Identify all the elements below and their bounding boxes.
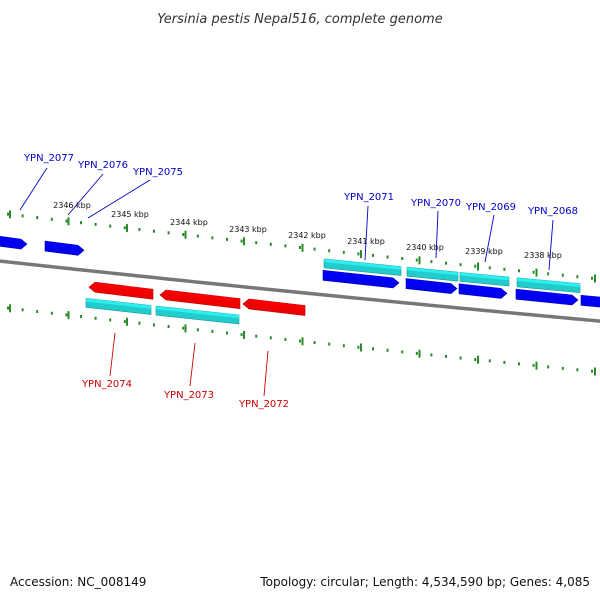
cds-feature-reverse-highlight bbox=[86, 298, 151, 309]
callout-line-reverse bbox=[263, 350, 269, 397]
callout-line-forward bbox=[19, 167, 48, 211]
gene-arrow-forward-highlight bbox=[406, 278, 451, 288]
gene-arrow-forward bbox=[458, 283, 508, 299]
gene-arrow-reverse bbox=[88, 281, 154, 300]
cds-feature-forward bbox=[323, 258, 402, 276]
inner-scale-ticks bbox=[7, 304, 596, 376]
gene-arrow-forward bbox=[580, 294, 600, 308]
gene-arrow-forward bbox=[322, 269, 400, 289]
gene-arrow-forward-highlight bbox=[581, 295, 600, 301]
gene-arrow-forward-highlight bbox=[323, 270, 393, 282]
callout-line-reverse bbox=[189, 342, 196, 387]
callout-line-forward bbox=[87, 179, 151, 219]
scale-label: 2340 kbp bbox=[406, 243, 444, 252]
scale-label: 2339 kbp bbox=[465, 247, 503, 256]
genome-backbone bbox=[0, 259, 600, 323]
gene-label-reverse: YPN_2073 bbox=[163, 390, 214, 401]
gene-arrow-reverse-highlight bbox=[249, 299, 305, 309]
scale-label: 2344 kbp bbox=[170, 218, 208, 227]
gene-label-forward: YPN_2076 bbox=[77, 160, 128, 171]
gene-label-forward: YPN_2069 bbox=[465, 202, 516, 213]
gene-arrow-forward-highlight bbox=[516, 289, 572, 299]
cds-feature-forward-highlight bbox=[407, 267, 458, 276]
gene-label-forward: YPN_2077 bbox=[23, 153, 74, 164]
gene-label-reverse: YPN_2074 bbox=[81, 379, 132, 390]
gene-arrow-forward bbox=[405, 278, 458, 294]
cds-feature-forward-highlight bbox=[324, 258, 401, 270]
gene-arrow-reverse-highlight bbox=[95, 282, 153, 293]
gene-features bbox=[0, 235, 600, 325]
callout-line-reverse bbox=[109, 332, 116, 377]
gene-arrow-reverse bbox=[242, 298, 306, 316]
gene-label-forward: YPN_2070 bbox=[410, 198, 461, 209]
map-title: Yersinia pestis Nepal516, complete genom… bbox=[157, 12, 442, 27]
gene-arrow-forward-highlight bbox=[0, 236, 21, 243]
accession-label: Accession: NC_008149 bbox=[10, 575, 146, 589]
gene-label-forward: YPN_2075 bbox=[132, 167, 183, 178]
cds-feature-forward bbox=[459, 272, 510, 287]
cds-feature-forward bbox=[516, 277, 581, 294]
scale-label: 2346 kbp bbox=[53, 201, 91, 210]
cds-feature-forward-highlight bbox=[460, 272, 509, 281]
gene-label-reverse: YPN_2072 bbox=[238, 399, 289, 410]
callout-line-forward bbox=[484, 214, 495, 263]
callout-line-forward bbox=[67, 173, 104, 216]
callout-line-forward bbox=[548, 219, 554, 271]
callout-line-forward bbox=[364, 205, 369, 261]
cds-feature-forward bbox=[406, 266, 459, 282]
gene-arrow-forward bbox=[44, 240, 85, 256]
gene-label-forward: YPN_2071 bbox=[343, 192, 394, 203]
gene-arrow-reverse bbox=[159, 289, 241, 310]
scale-label: 2343 kbp bbox=[229, 225, 267, 234]
gene-arrow-reverse-highlight bbox=[166, 290, 240, 303]
scale-label: 2338 kbp bbox=[524, 251, 562, 260]
cds-feature-reverse bbox=[85, 297, 152, 315]
gene-arrow-forward bbox=[515, 288, 579, 306]
cds-feature-reverse-highlight bbox=[156, 306, 239, 319]
cds-feature-forward-highlight bbox=[517, 277, 580, 287]
callout-line-forward bbox=[435, 210, 439, 259]
gene-arrow-forward-highlight bbox=[459, 283, 501, 292]
scale-label: 2342 kbp bbox=[288, 231, 326, 240]
scale-label: 2345 kbp bbox=[111, 210, 149, 219]
cds-feature-reverse bbox=[155, 305, 240, 325]
topology-info: Topology: circular; Length: 4,534,590 bp… bbox=[259, 575, 590, 589]
gene-label-forward: YPN_2068 bbox=[527, 206, 578, 217]
gene-arrow-forward bbox=[0, 235, 28, 250]
gene-arrow-forward-highlight bbox=[45, 241, 78, 249]
outer-scale-ticks bbox=[7, 210, 596, 283]
